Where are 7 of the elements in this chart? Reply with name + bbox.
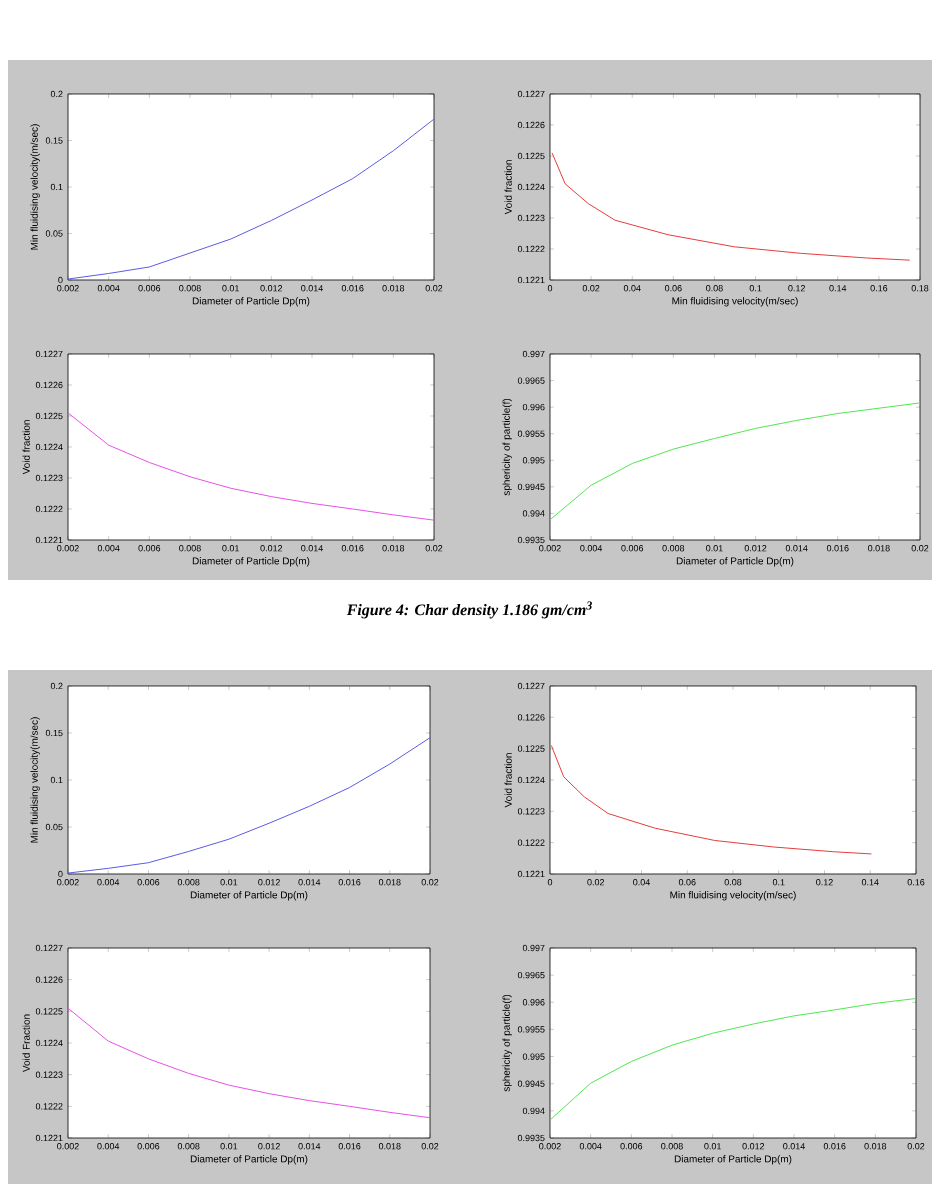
line-series	[68, 412, 435, 521]
line-series	[551, 152, 911, 261]
line-series	[550, 745, 872, 855]
line-series	[68, 737, 430, 874]
line-series	[68, 1007, 430, 1119]
line-series	[550, 997, 917, 1121]
line-series	[68, 118, 435, 280]
